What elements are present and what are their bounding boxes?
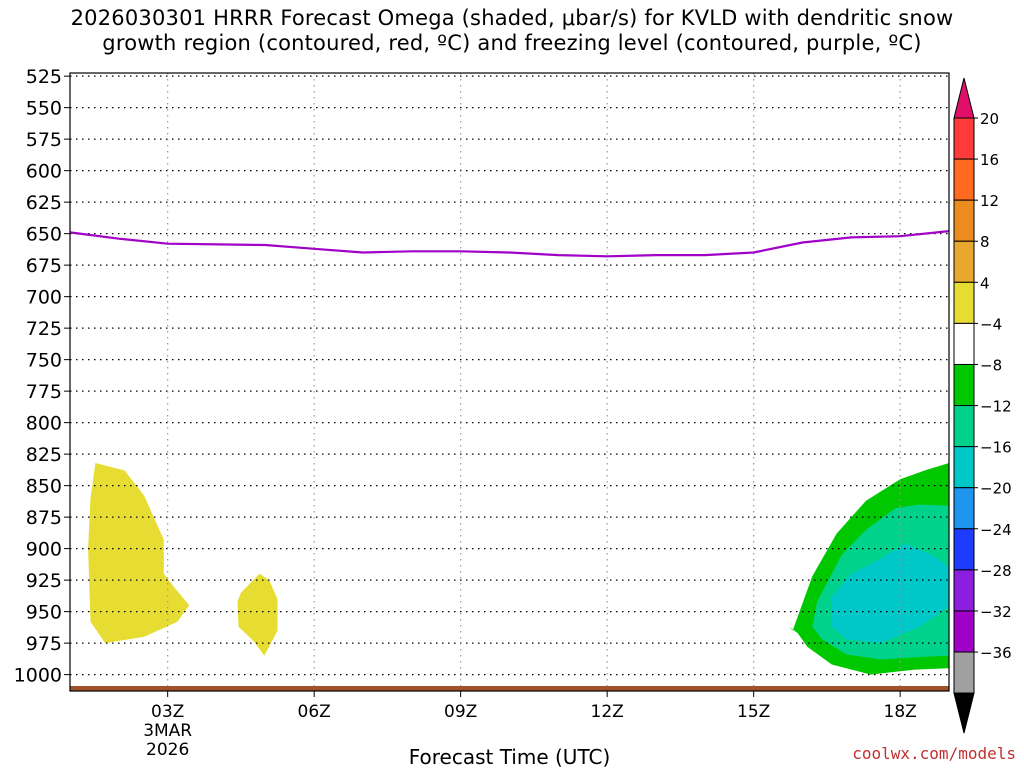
chart-title: 2026030301 HRRR Forecast Omega (shaded, … xyxy=(0,6,1024,56)
omega-regions xyxy=(88,463,949,675)
ground-surface xyxy=(70,686,949,691)
colorbar-box-13 xyxy=(953,610,975,653)
omega-region-5 xyxy=(831,543,949,644)
colorbar-box-14 xyxy=(953,651,975,694)
y-tick-label-975: 975 xyxy=(26,633,62,655)
colorbar-box-4 xyxy=(953,240,975,283)
omega-colorbar: 20 16 12 8 4 −4 −8 −12 −16 −20 −24 −28 −32 −36 xyxy=(953,77,1012,734)
grid-lines: 525 550 575 600 625 650 675 700 725 750 775 800 825 8… xyxy=(14,66,949,760)
y-tick-label-575: 575 xyxy=(26,129,62,151)
colorbar-label-6: −4 xyxy=(980,315,1002,333)
x-tick-label-18Z: 18Z xyxy=(884,702,917,722)
colorbar-label-14: −36 xyxy=(980,644,1012,662)
colorbar-label-4: 8 xyxy=(980,233,990,251)
y-tick-label-675: 675 xyxy=(26,255,62,277)
omega-region-1 xyxy=(88,463,190,644)
colorbar-box-8 xyxy=(953,405,975,448)
colorbar-label-12: −28 xyxy=(980,562,1012,580)
colorbar-box-1 xyxy=(953,117,975,160)
chart-title-line-1: 2026030301 HRRR Forecast Omega (shaded, … xyxy=(70,6,954,30)
x-tick-label-12Z: 12Z xyxy=(591,702,624,722)
colorbar-label-1: 20 xyxy=(980,110,999,128)
y-tick-label-525: 525 xyxy=(26,66,62,88)
colorbar-box-12 xyxy=(953,569,975,612)
y-tick-label-800: 800 xyxy=(26,413,62,435)
colorbar-label-9: −16 xyxy=(980,439,1012,457)
y-tick-label-725: 725 xyxy=(26,318,62,340)
y-tick-label-600: 600 xyxy=(26,161,62,183)
colorbar-label-3: 12 xyxy=(980,192,999,210)
y-tick-label-925: 925 xyxy=(26,570,62,592)
colorbar-bottom-arrow xyxy=(953,692,975,734)
y-tick-label-750: 750 xyxy=(26,350,62,372)
x-axis-label: Forecast Time (UTC) xyxy=(409,745,611,768)
site-credit[interactable]: coolwx.com/models xyxy=(852,744,1016,763)
date-label-year: 2026 xyxy=(146,740,189,760)
y-tick-label-850: 850 xyxy=(26,476,62,498)
omega-region-2 xyxy=(237,573,278,656)
colorbar-box-2 xyxy=(953,158,975,201)
y-tick-label-550: 550 xyxy=(26,98,62,120)
y-tick-label-700: 700 xyxy=(26,287,62,309)
colorbar-label-11: −24 xyxy=(980,521,1012,539)
y-tick-label-950: 950 xyxy=(26,602,62,624)
colorbar-label-5: 4 xyxy=(980,274,990,292)
colorbar-label-2: 16 xyxy=(980,151,999,169)
colorbar-top-arrow xyxy=(953,77,975,119)
colorbar-box-11 xyxy=(953,528,975,571)
plot-frame xyxy=(69,72,950,692)
date-label-month: 3MAR xyxy=(143,721,192,741)
y-tick-label-625: 625 xyxy=(26,192,62,214)
y-tick-label-825: 825 xyxy=(26,444,62,466)
y-tick-label-900: 900 xyxy=(26,539,62,561)
colorbar-box-9 xyxy=(953,446,975,489)
y-tick-label-775: 775 xyxy=(26,381,62,403)
y-tick-label-875: 875 xyxy=(26,507,62,529)
colorbar-box-10 xyxy=(953,487,975,530)
colorbar-label-7: −8 xyxy=(980,356,1002,374)
colorbar-box-6 xyxy=(953,322,975,365)
x-tick-label-06Z: 06Z xyxy=(298,702,331,722)
x-tick-label-03Z: 03Z xyxy=(151,702,184,722)
plot-area xyxy=(70,73,949,691)
chart-title-line-2: growth region (contoured, red, ºC) and f… xyxy=(102,31,922,55)
y-tick-label-1000: 1000 xyxy=(14,665,62,687)
colorbar-label-10: −20 xyxy=(980,480,1012,498)
colorbar-label-8: −12 xyxy=(980,398,1012,416)
colorbar-box-3 xyxy=(953,199,975,242)
colorbar-label-13: −32 xyxy=(980,603,1012,621)
x-tick-label-15Z: 15Z xyxy=(737,702,770,722)
x-tick-label-09Z: 09Z xyxy=(444,702,477,722)
colorbar-box-7 xyxy=(953,363,975,407)
freezing-level-line xyxy=(69,230,950,258)
y-tick-label-650: 650 xyxy=(26,224,62,246)
colorbar-box-5 xyxy=(953,281,975,324)
